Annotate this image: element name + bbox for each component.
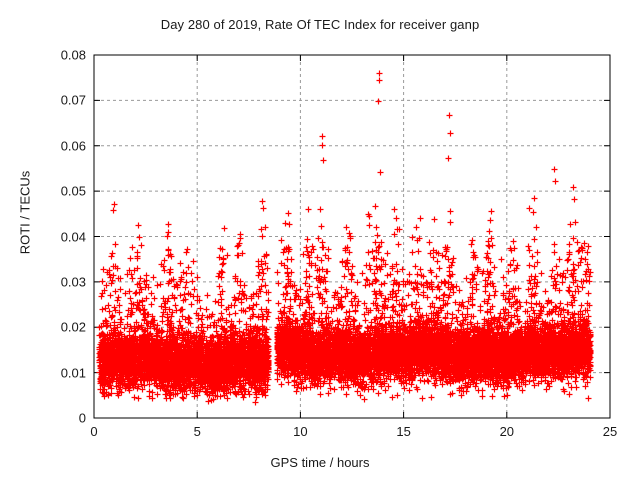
x-tick-label: 0 [90, 424, 98, 439]
x-tick-label: 10 [293, 424, 308, 439]
y-axis-tick-labels: 0 0.01 0.02 0.03 0.04 0.05 0.06 0.07 0.08 [22, 0, 86, 480]
x-axis-title: GPS time / hours [270, 455, 370, 470]
x-tick-label: 25 [602, 424, 618, 439]
plot-frame [93, 54, 611, 419]
scatter-marker-path [96, 70, 594, 406]
y-tick-label: 0.04 [60, 229, 86, 244]
data-points [96, 70, 594, 406]
y-axis-title: ROTI / TECUs [17, 170, 33, 255]
y-tick-label: 0.03 [60, 274, 86, 290]
x-tick-label: 20 [499, 424, 515, 439]
y-tick-label: 0.06 [60, 138, 86, 154]
x-tick-label: 15 [396, 424, 411, 439]
y-tick-label: 0.07 [60, 92, 86, 108]
page-title: Day 280 of 2019, Rate Of TEC Index for r… [160, 17, 480, 32]
y-tick-label: 0.05 [60, 183, 86, 199]
x-tick-label: 5 [193, 424, 201, 439]
y-tick-label: 0.02 [60, 319, 86, 335]
y-tick-label: 0.01 [60, 365, 86, 381]
y-tick-label: 0.08 [60, 47, 86, 63]
y-tick-label: 0 [78, 410, 86, 426]
